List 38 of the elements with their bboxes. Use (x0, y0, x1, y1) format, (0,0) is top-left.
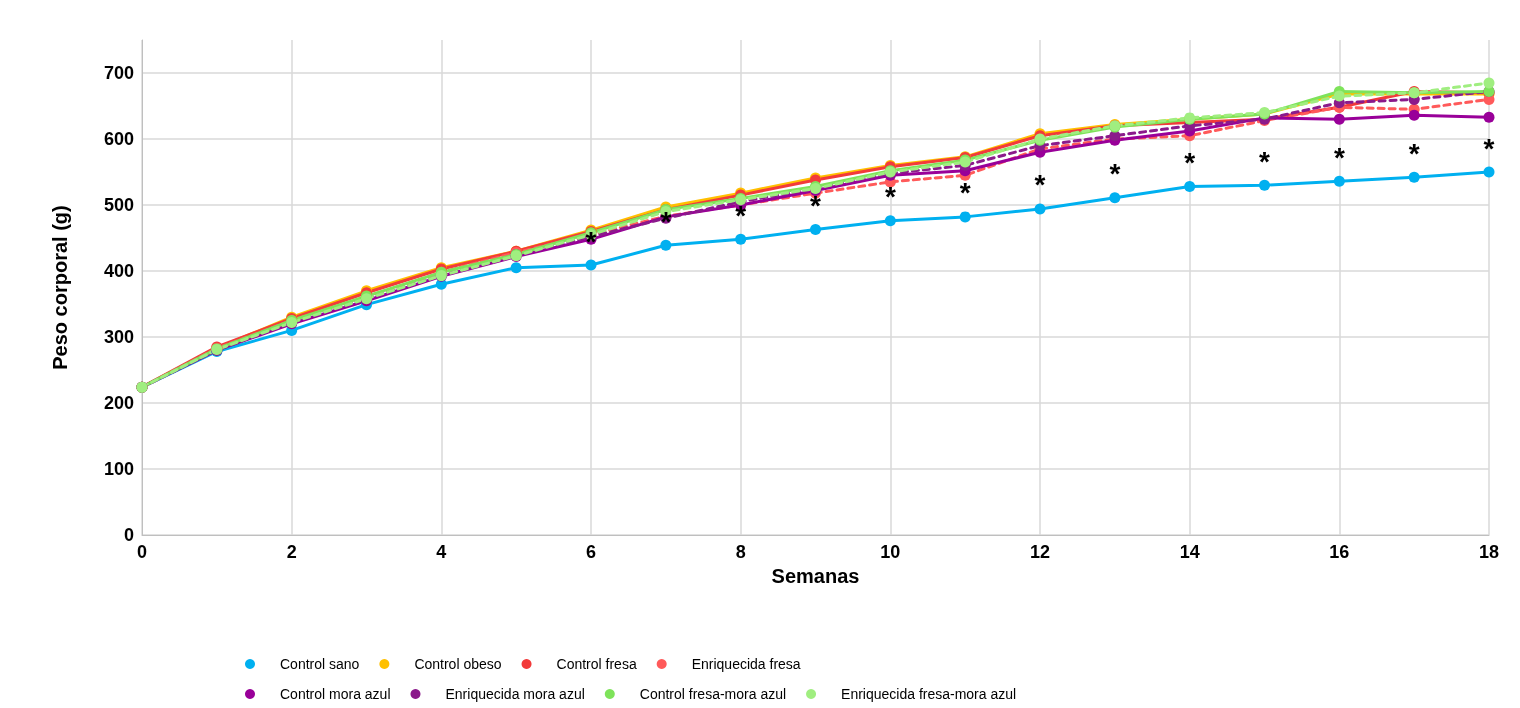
annotation: * (1034, 169, 1046, 201)
annotation: * (810, 189, 822, 221)
y-tick-label: 700 (103, 63, 134, 83)
legend-label: Control obeso (414, 656, 502, 672)
y-tick-label: 400 (103, 261, 134, 281)
x-tick-label: 12 (1029, 542, 1051, 562)
annotation: * (959, 177, 971, 209)
x-tick-label: 10 (880, 542, 901, 562)
x-tick-label: 16 (1329, 542, 1350, 562)
y-tick-label: 600 (103, 129, 134, 149)
x-tick-label: 14 (1179, 542, 1200, 562)
y-tick-label: 300 (103, 327, 134, 347)
legend-label: Enriquecida mora azul (445, 686, 585, 702)
y-tick-label: 0 (123, 525, 134, 545)
legend-label: Control sano (280, 656, 360, 672)
legend-label: Enriquecida fresa (691, 656, 801, 672)
annotation: * (1109, 158, 1121, 190)
annotation: * (1259, 145, 1271, 177)
x-tick-label: 8 (735, 542, 746, 562)
y-tick-label: 200 (103, 393, 134, 413)
y-axis-title: Peso corporal (g) (49, 205, 71, 370)
annotation: * (1483, 132, 1495, 164)
legend-label: Control fresa-mora azul (639, 686, 787, 702)
x-tick-label: 6 (585, 542, 597, 562)
legend-label: Control mora azul (280, 686, 391, 702)
y-tick-label: 100 (103, 459, 134, 479)
x-axis-title: Semanas (771, 564, 860, 587)
legend-label: Control fresa (556, 656, 637, 672)
x-tick-label: 18 (1478, 542, 1500, 562)
annotation: * (1184, 147, 1196, 179)
annotation: * (1333, 141, 1345, 173)
annotation: * (1408, 137, 1420, 169)
x-tick-label: 0 (136, 542, 148, 562)
x-tick-label: 4 (436, 542, 447, 562)
annotation: * (884, 181, 896, 213)
y-tick-label: 500 (103, 195, 134, 215)
legend-label: Enriquecida fresa-mora azul (841, 686, 1017, 702)
x-tick-label: 2 (286, 542, 297, 562)
